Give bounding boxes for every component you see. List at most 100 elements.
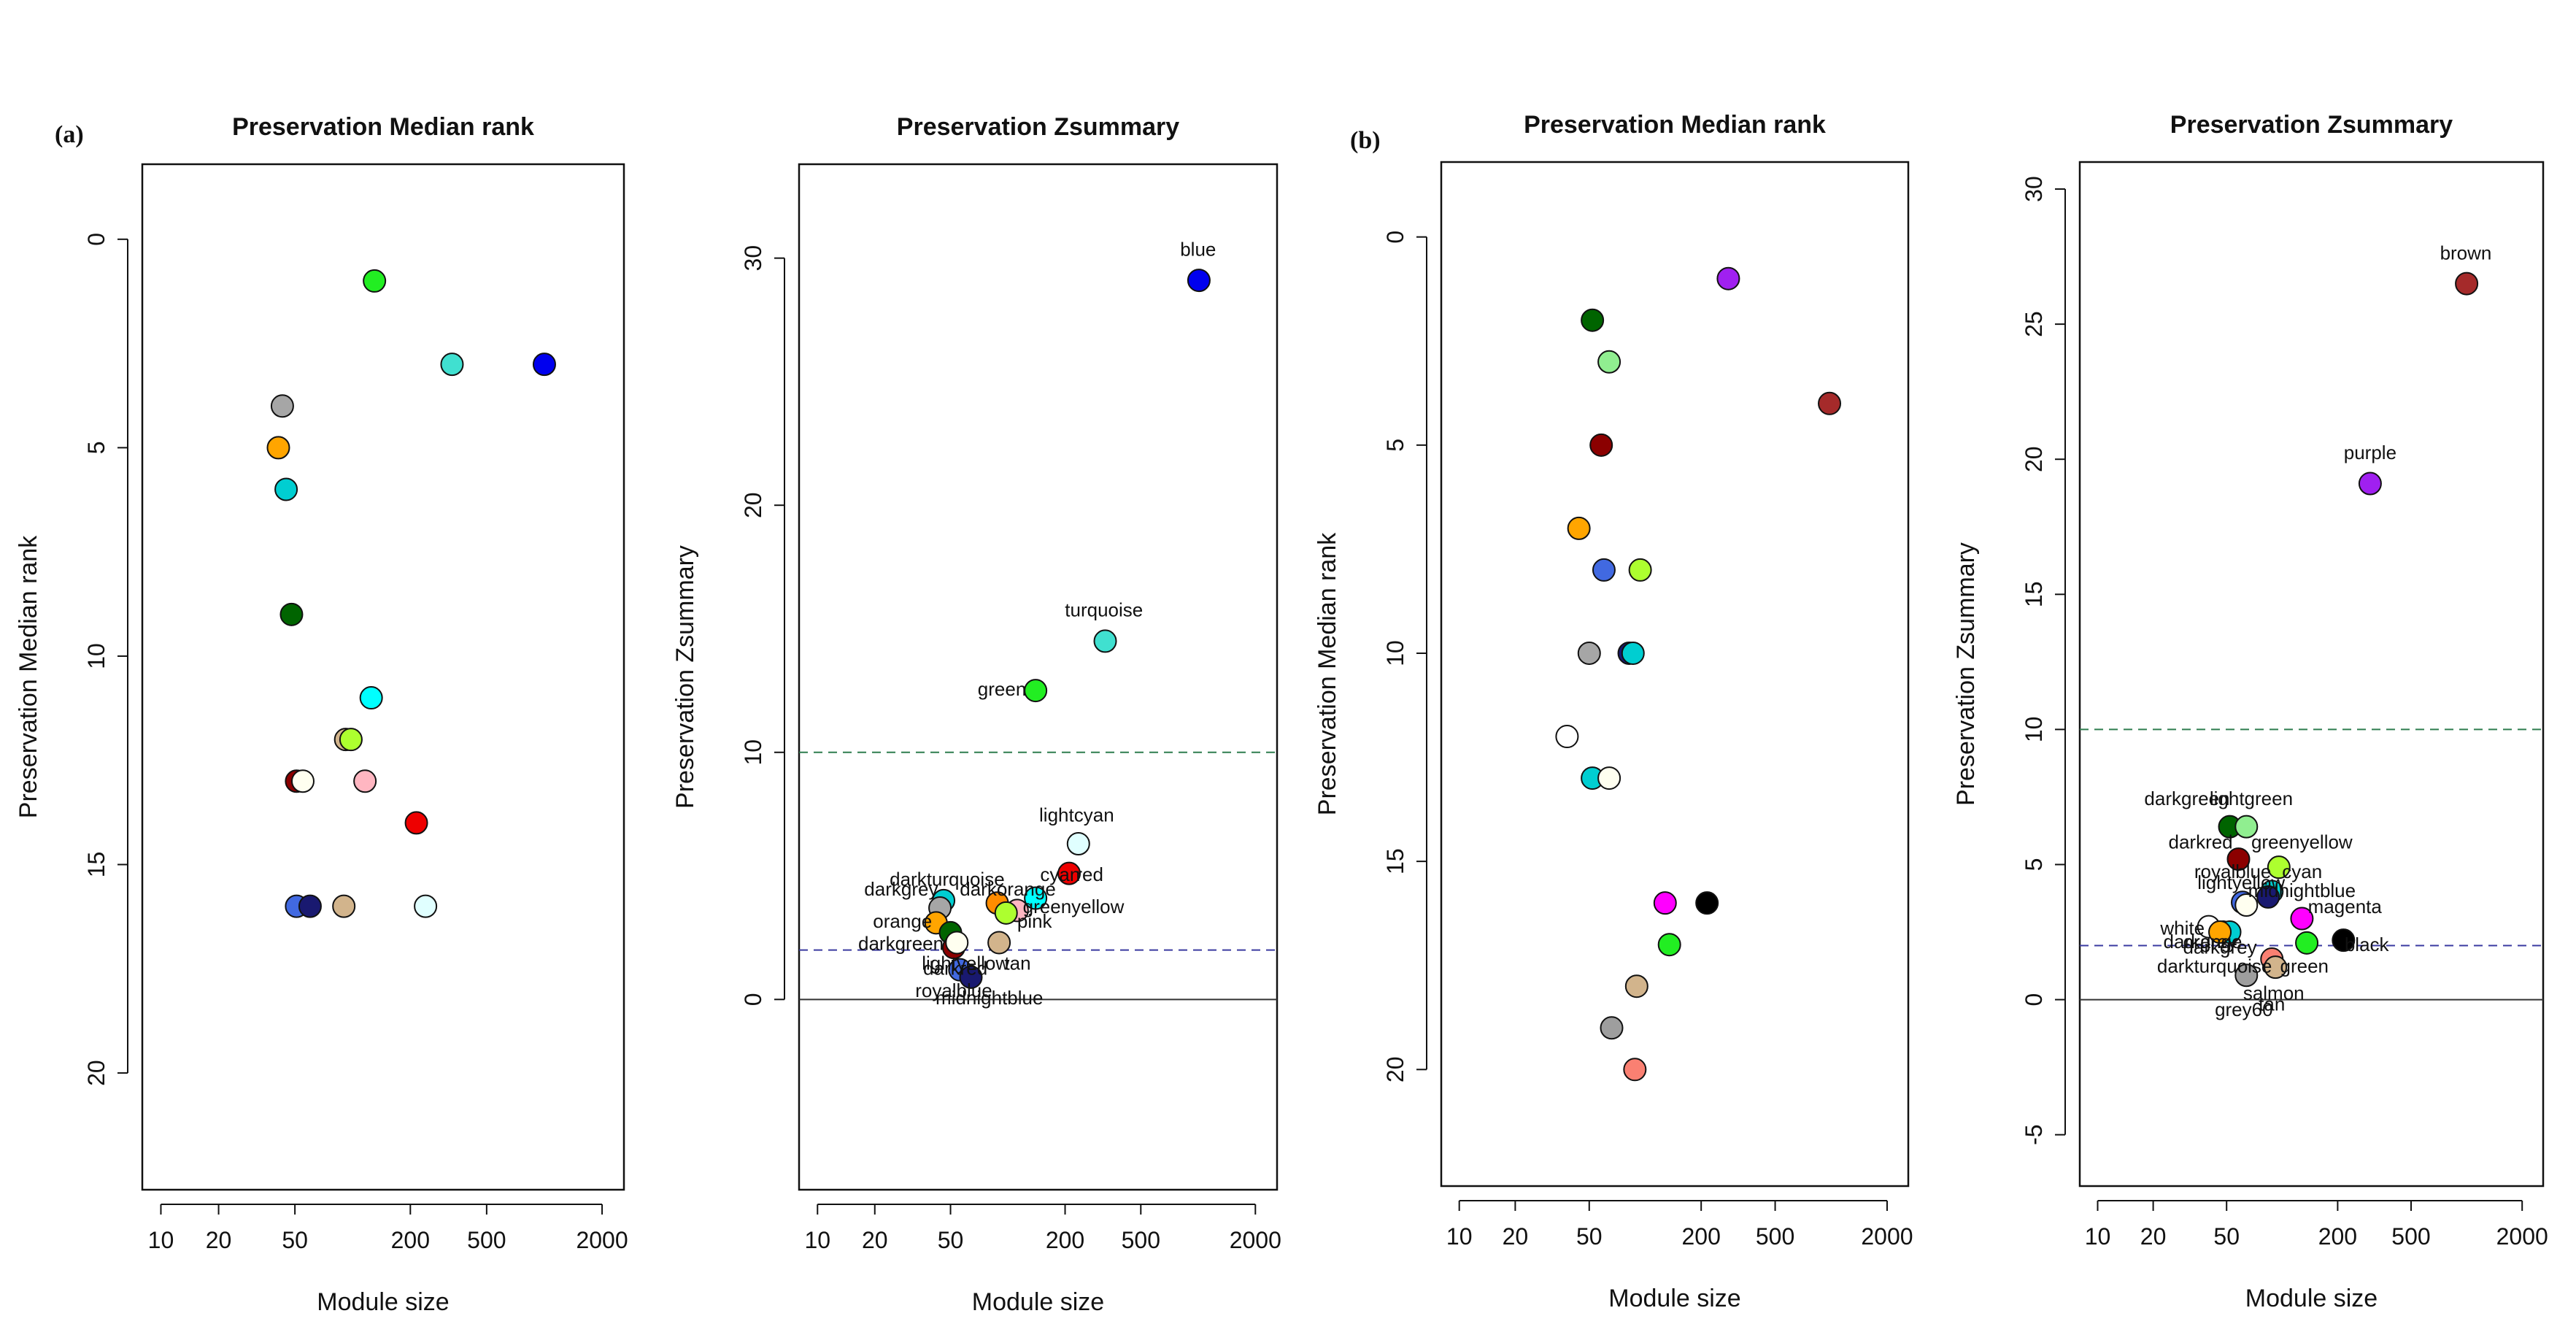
y-tick-label: -5 xyxy=(2021,1124,2047,1144)
point-label: white xyxy=(2159,917,2205,939)
y-tick-label: 20 xyxy=(740,492,766,518)
data-point xyxy=(2208,920,2232,944)
point-label: turquoise xyxy=(1065,599,1143,621)
point-label: lightcyan xyxy=(1039,804,1114,826)
data-point xyxy=(440,353,464,377)
y-axis: 0 5 10 15 20 xyxy=(1382,231,1427,1082)
data-point xyxy=(1624,974,1648,998)
x-tick-label: 20 xyxy=(2140,1223,2167,1250)
y-tick-label: 25 xyxy=(2021,311,2047,337)
data-point xyxy=(1600,1016,1624,1040)
point-label: midnightblue xyxy=(936,987,1043,1009)
point-label: cyan xyxy=(1040,863,1080,885)
data-point xyxy=(270,394,294,418)
data-point xyxy=(1024,679,1048,703)
x-tick-label: 2000 xyxy=(2496,1223,2548,1250)
data-point xyxy=(532,353,556,377)
x-axis: 10 20 50 200 500 2000 xyxy=(2085,1200,2548,1250)
x-axis-label: Module size xyxy=(972,1288,1104,1316)
point-label: magenta xyxy=(2308,896,2383,917)
data-point xyxy=(1628,558,1652,582)
y-axis-label: Preservation Median rank xyxy=(15,535,42,818)
y-tick-label: 20 xyxy=(2021,446,2047,472)
x-tick-label: 10 xyxy=(804,1227,830,1253)
data-point xyxy=(1716,266,1740,290)
point-label: cyan xyxy=(2282,861,2322,882)
point-label: pink xyxy=(1017,910,1053,932)
y-tick-label: 0 xyxy=(83,233,109,246)
x-axis: 10 20 50 200 500 2000 xyxy=(148,1204,628,1253)
point-label: darkgreen xyxy=(858,933,944,955)
data-point xyxy=(987,931,1011,955)
point-label: green xyxy=(2280,955,2329,977)
data-point xyxy=(298,894,322,918)
x-tick-label: 200 xyxy=(391,1227,430,1253)
y-axis-label: Preservation Zsummary xyxy=(671,545,699,809)
data-point xyxy=(1057,861,1081,885)
point-label: darkgrey xyxy=(864,878,938,900)
x-tick-label: 2000 xyxy=(1230,1227,1281,1253)
y-axis-label: Preservation Zsummary xyxy=(1952,542,1980,806)
y-axis: 0 10 20 30 xyxy=(740,245,785,1006)
data-point xyxy=(279,602,304,626)
y-tick-label: 10 xyxy=(740,739,766,766)
y-tick-label: 0 xyxy=(2021,993,2047,1007)
point-label: royalblue xyxy=(915,980,992,1001)
plot-frame xyxy=(1440,161,1910,1188)
x-tick-label: 50 xyxy=(938,1227,964,1253)
x-tick-label: 200 xyxy=(1681,1223,1720,1250)
x-tick-label: 500 xyxy=(1122,1227,1160,1253)
y-tick-label: 10 xyxy=(2021,717,2047,743)
data-point xyxy=(994,901,1018,925)
plot-frame xyxy=(141,163,625,1191)
x-axis-label: Module size xyxy=(317,1288,449,1316)
x-tick-label: 200 xyxy=(1046,1227,1084,1253)
point-label: greenyellow xyxy=(1023,896,1125,917)
data-point xyxy=(1066,832,1090,856)
x-axis-label: Module size xyxy=(2245,1285,2378,1312)
y-tick-label: 10 xyxy=(83,643,109,669)
data-point xyxy=(2267,855,2291,880)
point-label: orange xyxy=(873,910,932,932)
data-point xyxy=(1555,725,1579,749)
data-point xyxy=(1592,558,1616,582)
point-label: salmon xyxy=(2243,982,2305,1004)
point-label: lightyellow xyxy=(922,953,1009,974)
data-point xyxy=(1597,350,1621,374)
point-label: red xyxy=(1076,863,1103,885)
x-axis: 10 20 50 200 500 2000 xyxy=(804,1204,1281,1253)
data-point xyxy=(1621,641,1645,665)
data-point xyxy=(274,477,298,501)
data-point xyxy=(2332,928,2356,953)
plot-frame xyxy=(798,163,1279,1191)
x-tick-label: 2000 xyxy=(1861,1223,1913,1250)
point-label: midnightblue xyxy=(2248,880,2356,901)
point-label: darkgrey xyxy=(2164,931,2237,953)
data-point xyxy=(1653,891,1677,915)
x-tick-label: 20 xyxy=(1503,1223,1529,1250)
x-tick-label: 10 xyxy=(148,1227,174,1253)
y-tick-label: 5 xyxy=(83,441,109,454)
y-tick-label: 5 xyxy=(1382,439,1408,452)
x-tick-label: 50 xyxy=(282,1227,308,1253)
x-axis: 10 20 50 200 500 2000 xyxy=(1446,1200,1913,1250)
point-label: darkorange xyxy=(960,878,1056,900)
point-label: tan xyxy=(2259,993,2285,1015)
x-tick-label: 500 xyxy=(2391,1223,2430,1250)
point-label: tan xyxy=(1004,953,1030,974)
panel-tag-a: (a) xyxy=(55,121,84,148)
data-point xyxy=(1695,891,1719,915)
y-tick-label: 0 xyxy=(740,993,766,1006)
point-label: darkred xyxy=(2168,831,2232,853)
plot-frame xyxy=(2078,161,2545,1188)
y-tick-label: 15 xyxy=(83,852,109,878)
data-point xyxy=(1187,269,1211,293)
data-point xyxy=(2226,847,2251,871)
point-label: lightyellow xyxy=(2197,871,2285,893)
data-point xyxy=(1623,1058,1647,1082)
data-point xyxy=(2264,955,2288,980)
point-label: darkred xyxy=(923,957,987,979)
x-tick-label: 2000 xyxy=(576,1227,628,1253)
x-tick-label: 50 xyxy=(1576,1223,1603,1250)
